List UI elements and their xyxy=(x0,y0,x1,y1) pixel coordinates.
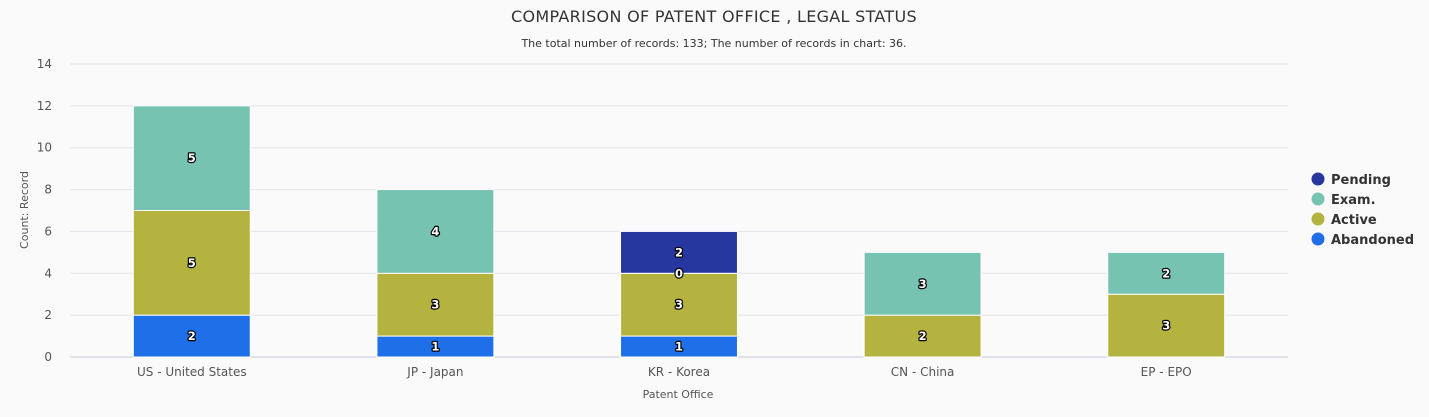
data-labels-layer: 2 5 5 1 3 4 1 3 0 2 2 3 3 2 xyxy=(187,150,1172,355)
data-label: 3 xyxy=(1162,319,1170,333)
bar-segment[interactable] xyxy=(620,272,738,337)
data-label: 2 xyxy=(675,245,683,259)
x-tick-label: EP - EPO xyxy=(1141,365,1192,379)
bar-segment[interactable] xyxy=(620,230,738,274)
data-label: 3 xyxy=(431,298,439,312)
legend-marker[interactable] xyxy=(1311,192,1325,206)
bar-segment[interactable] xyxy=(132,105,251,211)
y-tick-label: 0 xyxy=(44,350,52,364)
data-label: 0 xyxy=(675,266,683,280)
y-axis-title: Count: Record xyxy=(18,171,31,249)
chart-subtitle: The total number of records: 133; The nu… xyxy=(520,37,906,50)
bar-segment[interactable] xyxy=(376,189,495,274)
data-label: 1 xyxy=(675,340,683,354)
data-label: 2 xyxy=(919,329,927,343)
y-tick-label: 4 xyxy=(44,266,52,280)
y-tick-label: 2 xyxy=(44,308,52,322)
bars-layer xyxy=(132,105,1226,358)
legend-label[interactable]: Active xyxy=(1331,213,1377,228)
y-tick-label: 6 xyxy=(44,224,52,238)
legend-label[interactable]: Abandoned xyxy=(1331,233,1414,248)
data-label: 3 xyxy=(675,298,683,312)
y-tick-label: 8 xyxy=(44,183,52,197)
x-axis-title: Patent Office xyxy=(643,388,714,401)
legend-label[interactable]: Pending xyxy=(1331,173,1391,188)
x-ticks-layer: US - United States JP - Japan KR - Korea CN… xyxy=(137,365,1192,379)
legend-label[interactable]: Exam. xyxy=(1331,193,1376,208)
y-tick-label: 12 xyxy=(37,99,52,113)
data-label: 5 xyxy=(188,151,196,165)
data-label: 3 xyxy=(919,277,927,291)
bar-segment[interactable] xyxy=(863,314,982,358)
bar-segment[interactable] xyxy=(1107,293,1226,358)
bar-segment[interactable] xyxy=(863,251,982,316)
legend[interactable]: Pending Exam. Active Abandoned xyxy=(1311,172,1415,249)
chart-title: COMPARISON OF PATENT OFFICE , LEGAL STAT… xyxy=(511,7,917,26)
bar-segment[interactable] xyxy=(132,314,251,358)
x-tick-label: JP - Japan xyxy=(406,365,463,379)
x-tick-label: US - United States xyxy=(137,365,247,379)
data-label: 5 xyxy=(188,256,196,270)
data-label: 2 xyxy=(1162,266,1170,280)
bar-segment[interactable] xyxy=(1107,251,1226,295)
legend-marker[interactable] xyxy=(1311,172,1325,186)
data-label: 1 xyxy=(431,340,439,354)
x-tick-label: CN - China xyxy=(891,365,955,379)
legend-marker[interactable] xyxy=(1311,232,1325,246)
x-tick-label: KR - Korea xyxy=(648,365,710,379)
data-label: 2 xyxy=(188,329,196,343)
legend-marker[interactable] xyxy=(1311,212,1325,226)
y-tick-label: 14 xyxy=(37,57,52,71)
y-tick-label: 10 xyxy=(37,141,52,155)
data-label: 4 xyxy=(431,224,439,238)
bar-segment[interactable] xyxy=(376,272,495,337)
